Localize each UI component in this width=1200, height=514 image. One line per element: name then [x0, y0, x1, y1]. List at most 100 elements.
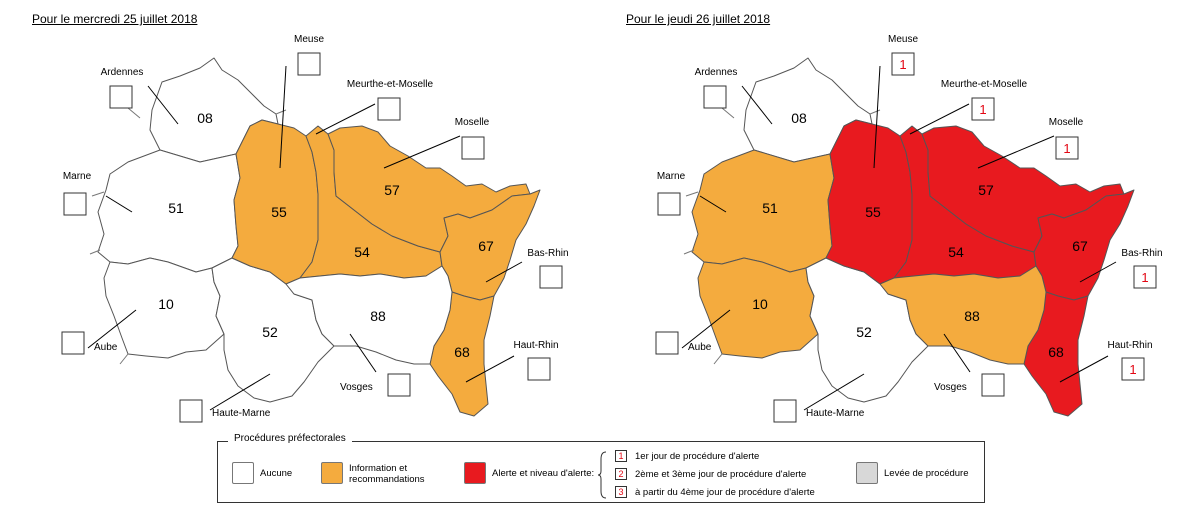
department-68-level-box	[1121, 357, 1145, 381]
department-54-code: 54	[948, 244, 964, 260]
department-55-name: Meuse	[888, 34, 918, 45]
legend: Procédures préfectorales Aucune Informat…	[217, 433, 985, 503]
department-52-leader	[803, 373, 865, 411]
department-52-level-box	[773, 399, 797, 423]
department-68-leader	[465, 355, 515, 383]
department-88-shape	[879, 265, 1047, 365]
legend-title: Procédures préfectorales	[228, 433, 352, 444]
department-08-name: Ardennes	[695, 67, 738, 78]
department-54-level: 1	[979, 102, 986, 117]
legend-level-3-text: à partir du 4ème jour de procédure d'ale…	[635, 487, 815, 498]
department-08-code: 08	[197, 110, 213, 126]
map-title-right: Pour le jeudi 26 juillet 2018	[626, 12, 771, 26]
legend-label-none: Aucune	[260, 468, 293, 479]
department-55-leader	[873, 65, 881, 169]
department-67-code: 67	[1072, 238, 1088, 254]
department-10-name: Aube	[94, 342, 118, 353]
department-67-code: 67	[478, 238, 494, 254]
department-51-name: Marne	[657, 171, 686, 182]
department-55-shape	[231, 119, 319, 285]
department-10-name: Aube	[688, 342, 712, 353]
department-54-leader	[315, 103, 376, 135]
department-88-leader	[349, 333, 377, 373]
department-67-level-box	[1133, 265, 1157, 289]
department-67-leader	[1079, 261, 1117, 283]
department-67-level: 1	[1141, 270, 1148, 285]
department-10-shape	[697, 257, 819, 359]
department-08-leader	[741, 85, 773, 125]
maps-canvas: 08 Ardennes 51 Marne 10 Aube 52 Haute-Marne 55 Me…	[61, 34, 1163, 423]
legend-label-lifted: Levée de procédure	[884, 468, 969, 479]
department-10-shape	[103, 257, 225, 359]
department-55-code: 55	[865, 204, 881, 220]
department-55-level-box	[297, 52, 321, 76]
department-52-leader	[209, 373, 271, 411]
legend-brace	[598, 451, 607, 499]
department-10-level-box	[655, 331, 679, 355]
legend-swatch-information	[321, 462, 343, 484]
department-88-level-box	[387, 373, 411, 397]
department-88-name: Vosges	[340, 382, 373, 393]
department-54-name: Meurthe-et-Moselle	[941, 79, 1028, 90]
department-68-level-box	[527, 357, 551, 381]
department-52-name: Haute-Marne	[806, 408, 865, 419]
department-67-name: Bas-Rhin	[1121, 248, 1162, 259]
border-stubs	[683, 107, 881, 365]
department-88-level-box	[981, 373, 1005, 397]
department-88-code: 88	[370, 308, 386, 324]
legend-level-3-box: 3	[615, 486, 627, 498]
department-08-name: Ardennes	[101, 67, 144, 78]
legend-label-alert: Alerte et niveau d'alerte:	[492, 468, 595, 479]
department-68-code: 68	[454, 344, 470, 360]
department-54-leader	[909, 103, 970, 135]
legend-label-information: Information et recommandations	[349, 463, 425, 485]
department-10-code: 10	[158, 296, 174, 312]
department-08-level-box	[703, 85, 727, 109]
border-stubs	[89, 107, 287, 365]
department-52-code: 52	[856, 324, 872, 340]
department-57-level: 1	[1063, 141, 1070, 156]
department-88-name: Vosges	[934, 382, 967, 393]
legend-level-2-box: 2	[615, 468, 627, 480]
department-67-level-box	[539, 265, 563, 289]
department-52-level-box	[179, 399, 203, 423]
department-51-level-box	[63, 192, 87, 216]
department-88-leader	[943, 333, 971, 373]
department-55-level: 1	[899, 57, 906, 72]
department-51-level-box	[657, 192, 681, 216]
department-51-code: 51	[168, 200, 184, 216]
department-57-leader	[383, 135, 461, 169]
department-54-name: Meurthe-et-Moselle	[347, 79, 434, 90]
department-68-code: 68	[1048, 344, 1064, 360]
department-57-code: 57	[978, 182, 994, 198]
legend-swatch-none	[232, 462, 254, 484]
legend-level-2-text: 2ème et 3ème jour de procédure d'alerte	[635, 469, 807, 480]
department-88-shape	[285, 265, 453, 365]
map-mercredi: 08 Ardennes 51 Marne 10 Aube 52 Haute-Marne 55 Me…	[61, 34, 569, 423]
department-10-level-box	[61, 331, 85, 355]
department-08-code: 08	[791, 110, 807, 126]
department-52-name: Haute-Marne	[212, 408, 271, 419]
department-55-shape	[825, 119, 913, 285]
department-08-leader	[147, 85, 179, 125]
department-54-level-box	[971, 97, 995, 121]
department-68-leader	[1059, 355, 1109, 383]
department-51-leader	[699, 195, 727, 213]
map-jeudi: 08 Ardennes 51 Marne 10 Aube 52 Haute-Marne 55 Me…	[655, 34, 1163, 423]
department-67-leader	[485, 261, 523, 283]
legend-swatch-alert	[464, 462, 486, 484]
department-10-leader	[87, 309, 137, 349]
department-55-name: Meuse	[294, 34, 324, 45]
department-68-level: 1	[1129, 362, 1136, 377]
department-08-level-box	[109, 85, 133, 109]
department-51-leader	[105, 195, 133, 213]
department-51-code: 51	[762, 200, 778, 216]
department-68-name: Haut-Rhin	[513, 340, 558, 351]
department-57-name: Moselle	[1049, 117, 1084, 128]
department-55-level-box	[891, 52, 915, 76]
department-57-code: 57	[384, 182, 400, 198]
legend-level-1-text: 1er jour de procédure d'alerte	[635, 451, 760, 462]
department-54-code: 54	[354, 244, 370, 260]
department-57-level-box	[461, 136, 485, 160]
department-55-code: 55	[271, 204, 287, 220]
